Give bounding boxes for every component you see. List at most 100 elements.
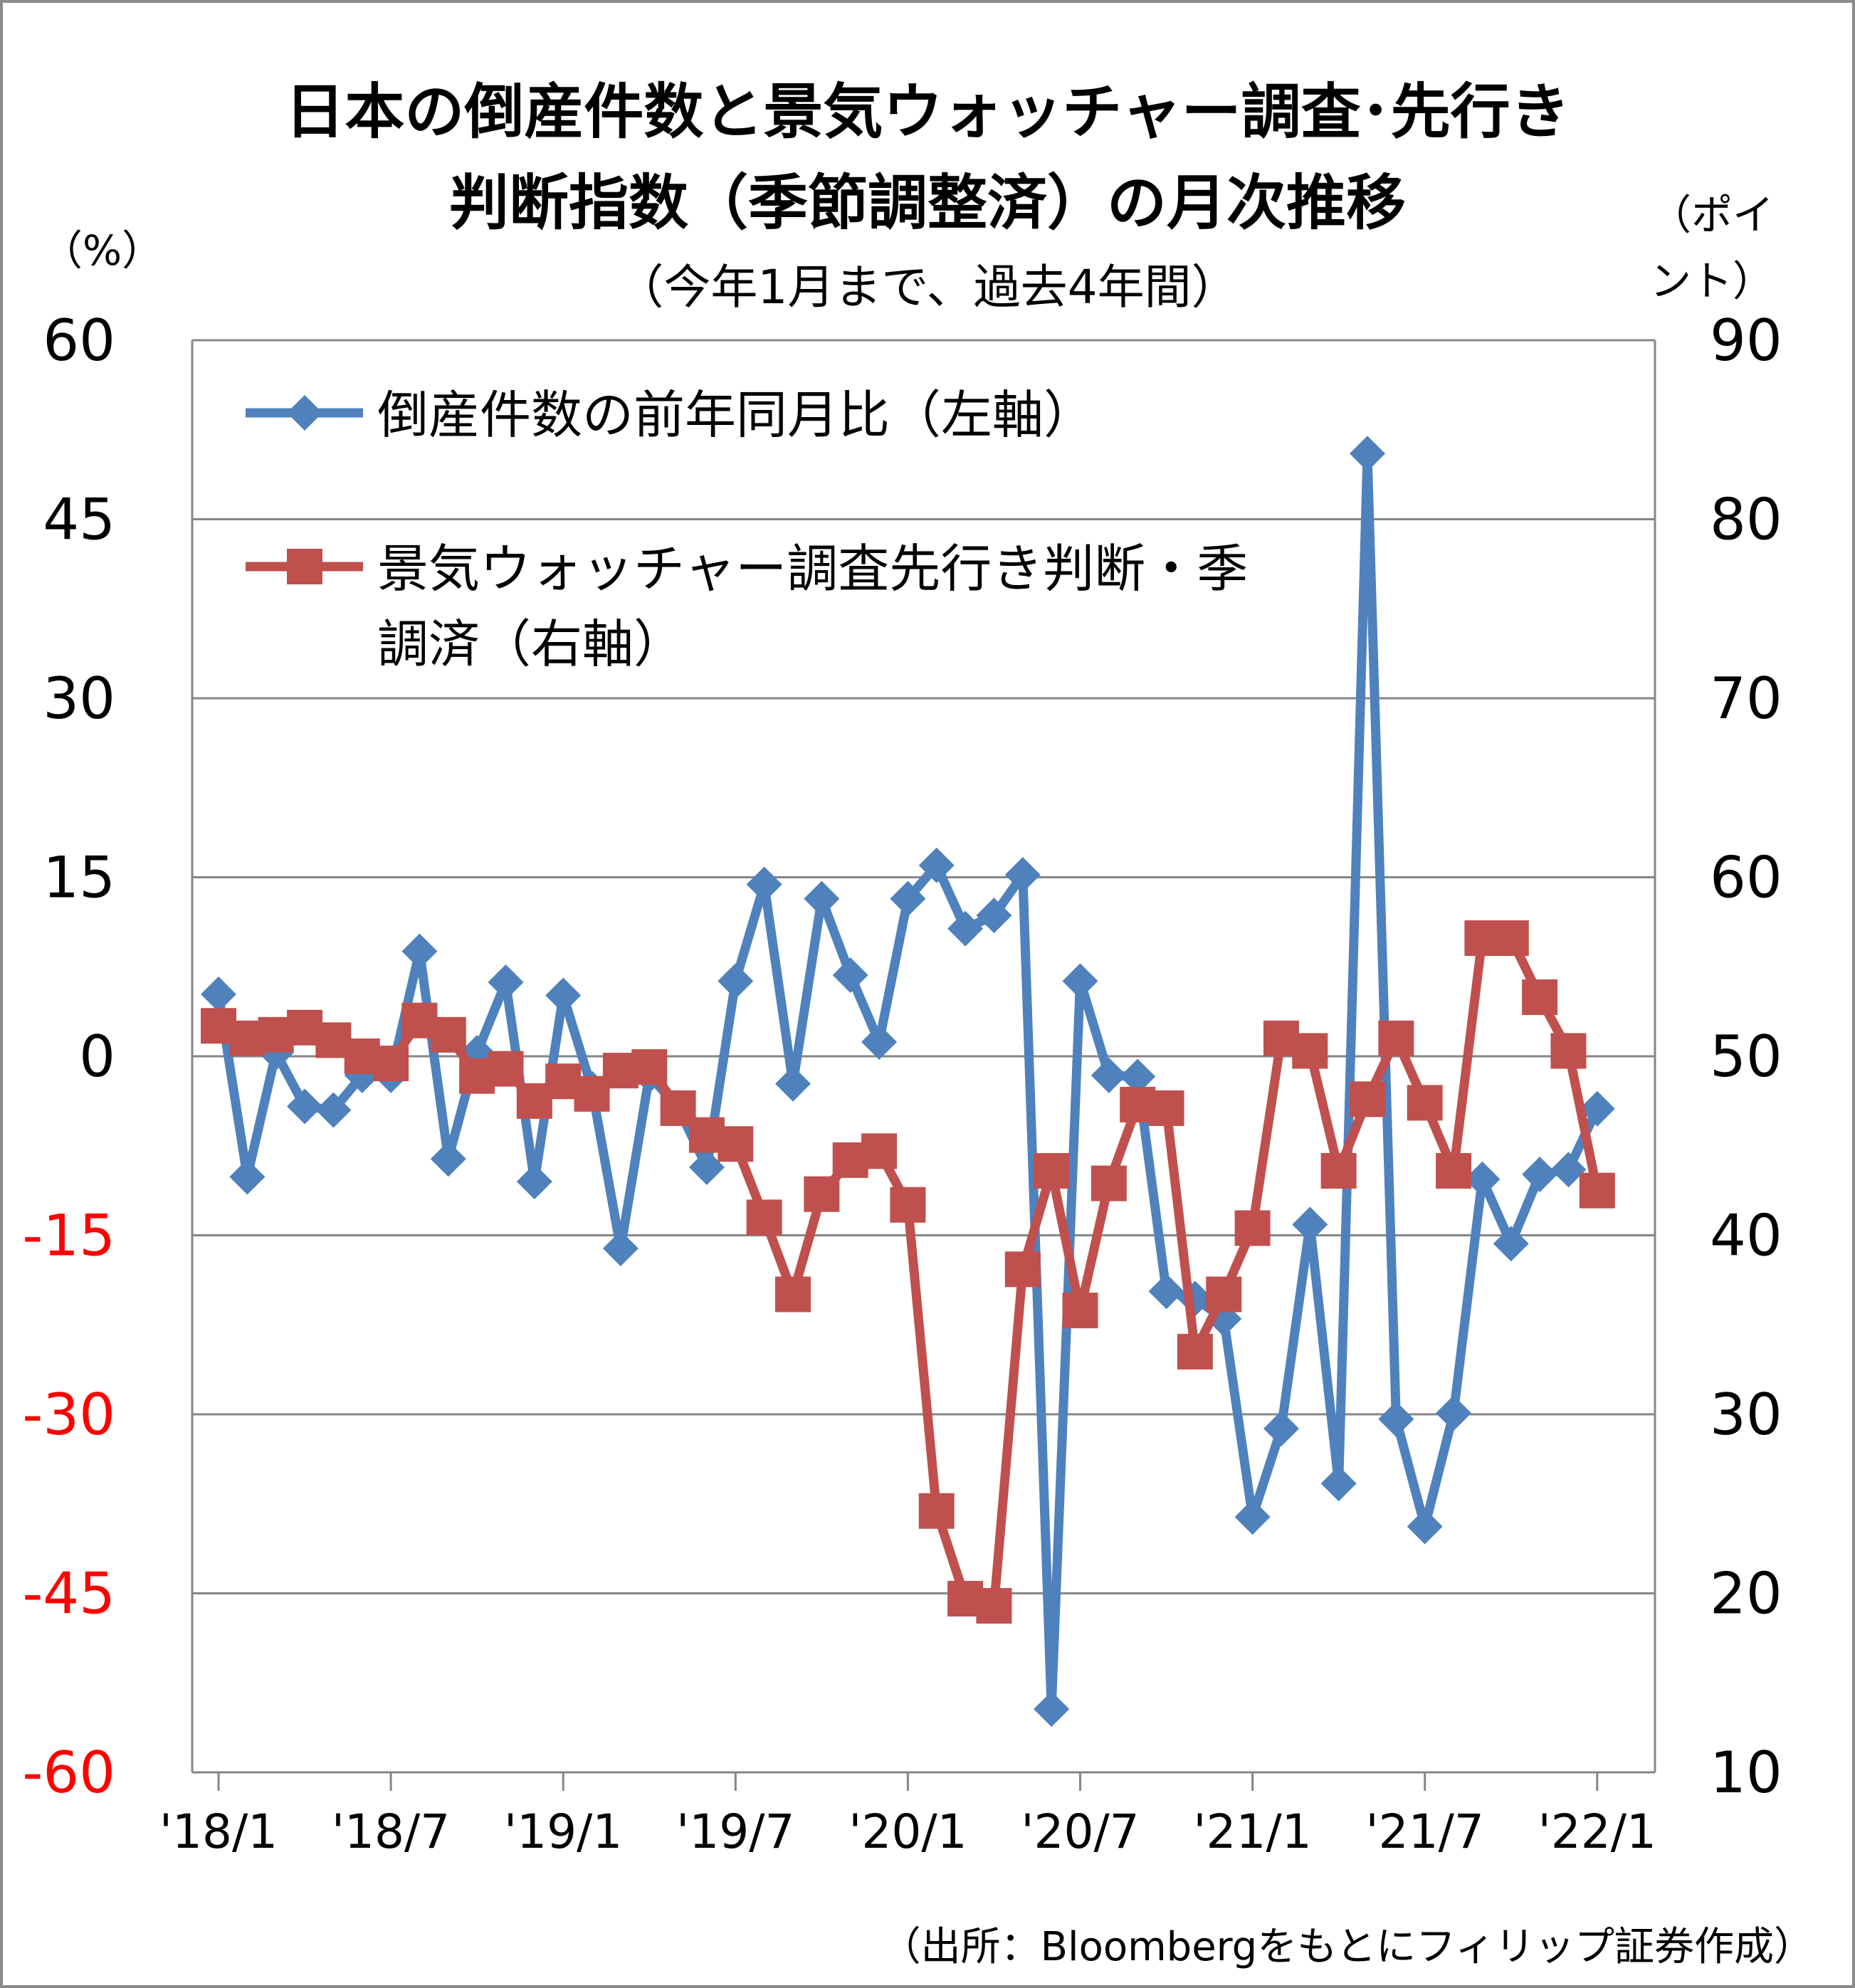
series-2-point [1148, 1090, 1184, 1126]
series-1-point [1004, 857, 1041, 893]
series-1-point [488, 964, 524, 1001]
series-1-point [315, 1092, 352, 1128]
series-1-point [1436, 1395, 1472, 1431]
series-2-point [1436, 1152, 1472, 1189]
left-axis-tick-label: -15 [22, 1203, 115, 1269]
right-axis-tick-label: 40 [1710, 1203, 1782, 1269]
series-2-point [775, 1276, 811, 1313]
source-note: （出所：Bloombergをもとにフィリップ証券作成） [881, 1924, 1814, 1970]
series-2-point [804, 1176, 840, 1212]
series-1-point [201, 976, 236, 1012]
series-1-point [229, 1159, 266, 1195]
series-2-point [1292, 1033, 1328, 1069]
series-2-point [430, 1016, 466, 1053]
series-1-point [1493, 1226, 1529, 1262]
series-1-point [1378, 1401, 1414, 1437]
series-2-point [861, 1133, 898, 1169]
series-2-point [1177, 1333, 1213, 1369]
series-1-point [602, 1230, 639, 1266]
series-1-point [1091, 1057, 1127, 1093]
series-1-point [1579, 1090, 1615, 1127]
right-axis-tick-label: 90 [1710, 307, 1782, 374]
series-2-point [1206, 1276, 1242, 1313]
series-2-point [1493, 920, 1529, 957]
right-axis-tick-label: 70 [1710, 666, 1782, 732]
left-axis-tick-label: -60 [22, 1740, 115, 1806]
series-2-point [1378, 1020, 1414, 1056]
chart-subtitle: （今年1月まで、過去4年間） [616, 260, 1239, 315]
series-1-point [1320, 1466, 1357, 1502]
left-axis-tick-label: -30 [22, 1382, 115, 1448]
series-1-point [430, 1141, 466, 1177]
left-axis-tick-label: -45 [22, 1561, 115, 1627]
series-1-point [861, 1024, 898, 1060]
series-1-point [1120, 1058, 1156, 1095]
left-axis-tick-label: 30 [43, 666, 115, 732]
chart-title-line1: 日本の倒産件数と景気ウォッチャー調査･先行き [285, 77, 1570, 147]
series-1-point [1407, 1508, 1443, 1545]
chart-title-line2: 判断指数（季節調整済）の月次推移 [448, 168, 1406, 238]
series-1-point [1350, 436, 1385, 472]
series-2-point [746, 1199, 782, 1236]
right-axis-tick-label: 80 [1710, 487, 1782, 553]
x-axis-tick-label: '22/1 [1538, 1804, 1656, 1859]
series-1-point [401, 933, 438, 969]
series-1-point [804, 880, 840, 917]
series-1-point [746, 866, 782, 903]
series-2-point [976, 1588, 1012, 1624]
right-axis-tick-label: 30 [1710, 1382, 1782, 1448]
series-2-point [631, 1049, 668, 1085]
series-2-point [1234, 1210, 1271, 1246]
x-axis-tick-label: '18/7 [332, 1804, 450, 1859]
right-axis-tick-label: 20 [1710, 1561, 1782, 1627]
series-1-point [1148, 1273, 1184, 1310]
series-2-point [1522, 979, 1558, 1016]
series-1-point [832, 957, 868, 993]
series-1-point [1062, 963, 1098, 999]
x-axis-tick-label: '20/7 [1021, 1804, 1139, 1859]
legend-series-2-marker [287, 549, 322, 584]
right-axis-tick-label: 50 [1710, 1024, 1782, 1090]
series-1-point [890, 880, 926, 917]
right-axis-tick-label: 60 [1710, 845, 1782, 911]
series-2-point [1350, 1081, 1385, 1117]
series-2-point [1062, 1293, 1098, 1329]
series-1-point [976, 898, 1012, 934]
series-1-point [1034, 1691, 1070, 1727]
series-2-point [718, 1126, 754, 1162]
series-1-point [1263, 1411, 1299, 1447]
series-1-point [1234, 1499, 1271, 1535]
x-axis-tick-label: '21/1 [1193, 1804, 1311, 1859]
series-2-point [1579, 1172, 1615, 1209]
series-1-point [688, 1149, 725, 1185]
right-axis-unit-line2: ント） [1650, 257, 1775, 305]
series-2-point [890, 1187, 926, 1223]
legend-series-2-label-line1: 景気ウォッチャー調査先行き判断・季 [377, 539, 1248, 599]
series-1-point [1522, 1156, 1558, 1192]
series-2-point [488, 1051, 524, 1087]
series-1-point [1292, 1206, 1328, 1243]
series-1-point [287, 1088, 323, 1125]
series-2-point [1004, 1251, 1041, 1288]
x-axis-tick-label: '19/7 [676, 1804, 794, 1859]
left-axis-tick-label: 0 [79, 1024, 115, 1090]
left-axis-tick-label: 45 [43, 487, 115, 553]
x-axis-tick-label: '19/1 [504, 1804, 622, 1859]
x-axis-tick-label: '18/1 [159, 1804, 278, 1859]
series-1-point [775, 1066, 811, 1102]
legend-series-2-label-line2: 調済（右軸） [377, 614, 685, 674]
series-2-point [1034, 1152, 1070, 1189]
right-axis-tick-label: 10 [1710, 1740, 1782, 1806]
series-2-point [918, 1493, 955, 1529]
series-1-point [516, 1164, 552, 1200]
left-axis-tick-label: 15 [43, 845, 115, 911]
legend-series-1-marker [287, 395, 322, 431]
x-axis-tick-label: '21/7 [1366, 1804, 1484, 1859]
series-1-point [1550, 1152, 1587, 1188]
series-1-point [918, 847, 955, 883]
series-2-point [1407, 1085, 1443, 1121]
left-axis-unit: （%） [41, 226, 164, 275]
series-1-point [545, 977, 582, 1014]
